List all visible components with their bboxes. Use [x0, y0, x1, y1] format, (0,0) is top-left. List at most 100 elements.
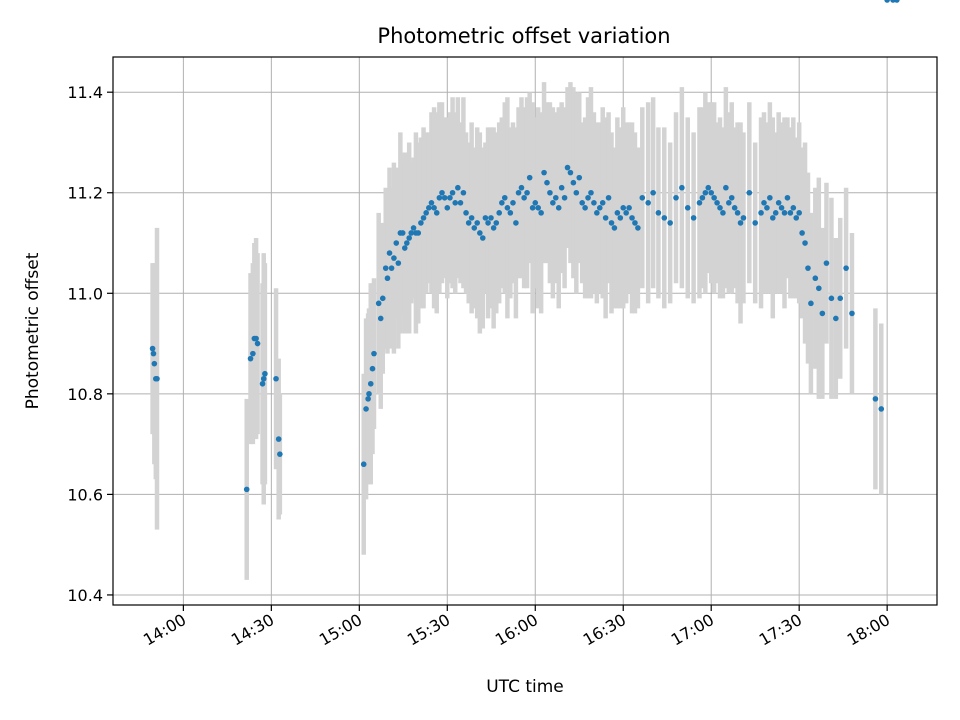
- data-point: [602, 215, 609, 221]
- data-point: [552, 194, 559, 201]
- error-bars: [150, 82, 884, 580]
- data-point: [605, 194, 612, 201]
- data-point: [793, 215, 800, 221]
- data-point: [463, 210, 469, 216]
- data-point: [410, 225, 417, 231]
- data-point: [365, 396, 371, 402]
- data-point: [395, 260, 402, 266]
- data-point: [243, 486, 250, 493]
- data-point: [828, 295, 835, 302]
- data-point: [734, 210, 741, 216]
- data-point: [447, 194, 453, 201]
- data-point: [720, 210, 726, 216]
- data-point: [460, 189, 467, 196]
- data-point: [761, 199, 767, 206]
- data-point: [746, 189, 753, 196]
- x-tick-label: 16:00: [492, 610, 541, 650]
- data-point: [894, 0, 900, 3]
- data-point: [382, 265, 389, 271]
- data-point: [611, 225, 618, 231]
- data-point: [608, 220, 615, 226]
- data-point: [513, 220, 519, 226]
- data-point: [479, 235, 486, 241]
- data-point: [499, 199, 505, 206]
- data-point: [260, 375, 267, 382]
- y-tick-label: 10.4: [67, 586, 103, 605]
- data-point: [408, 230, 415, 236]
- x-tick-label: 18:00: [844, 610, 893, 650]
- data-point: [787, 210, 794, 216]
- data-points: [149, 0, 900, 493]
- data-point: [772, 210, 779, 216]
- data-point: [496, 210, 502, 216]
- data-point: [474, 220, 481, 226]
- data-point: [708, 189, 715, 196]
- data-point: [808, 300, 814, 307]
- data-point: [455, 184, 461, 191]
- x-tick-label: 15:30: [404, 610, 453, 650]
- data-point: [399, 230, 406, 236]
- data-point: [490, 225, 497, 231]
- data-point: [752, 220, 758, 226]
- y-tick-label: 11.4: [67, 83, 103, 102]
- data-point: [449, 189, 456, 196]
- y-axis-ticks: 10.4 10.6 10.8 11.0 11.2 11.4: [67, 83, 113, 605]
- data-point: [452, 199, 459, 206]
- data-point: [632, 220, 638, 226]
- data-point: [570, 179, 577, 186]
- data-point: [384, 275, 391, 282]
- data-point: [758, 210, 764, 216]
- data-point: [404, 240, 410, 246]
- x-axis-label: UTC time: [486, 677, 564, 697]
- data-point: [555, 205, 562, 211]
- data-point: [275, 436, 282, 442]
- data-point: [878, 406, 885, 412]
- data-point: [415, 230, 422, 236]
- data-point: [439, 189, 445, 196]
- data-point: [515, 189, 522, 196]
- data-point: [823, 260, 830, 266]
- chart-title: Photometric offset variation: [377, 24, 670, 48]
- data-point: [802, 240, 808, 246]
- data-point: [393, 240, 400, 246]
- data-point: [521, 194, 527, 201]
- data-point: [626, 205, 632, 211]
- data-point: [711, 194, 717, 201]
- data-point: [526, 174, 533, 181]
- x-tick-label: 16:30: [580, 610, 629, 650]
- x-axis-ticks: 14:00 14:30 15:00 15:30 16:00 16:30 17:00 17:30…: [140, 605, 893, 650]
- data-point: [366, 391, 372, 397]
- data-point: [277, 451, 283, 457]
- data-point: [705, 184, 712, 191]
- data-point: [740, 215, 747, 221]
- data-point: [418, 220, 424, 226]
- data-point: [371, 350, 377, 357]
- data-point: [259, 380, 266, 387]
- data-point: [635, 225, 641, 231]
- data-point: [617, 215, 624, 221]
- data-point: [441, 194, 448, 201]
- data-point: [812, 275, 819, 282]
- data-point: [518, 184, 525, 191]
- data-point: [423, 210, 429, 216]
- data-point: [524, 189, 530, 196]
- data-point: [567, 169, 574, 176]
- data-point: [596, 205, 603, 211]
- data-point: [667, 220, 673, 226]
- data-point: [726, 199, 732, 206]
- data-point: [737, 220, 744, 226]
- data-point: [769, 215, 776, 221]
- data-point: [420, 215, 427, 221]
- data-point: [485, 220, 491, 226]
- data-point: [702, 189, 709, 196]
- data-point: [360, 461, 367, 468]
- data-point: [433, 210, 440, 216]
- data-point: [247, 355, 254, 362]
- data-point: [775, 199, 782, 206]
- data-point: [541, 169, 547, 176]
- data-point: [262, 370, 268, 377]
- data-point: [684, 205, 691, 211]
- data-point: [482, 215, 489, 221]
- data-point: [673, 194, 679, 201]
- data-point: [154, 375, 160, 382]
